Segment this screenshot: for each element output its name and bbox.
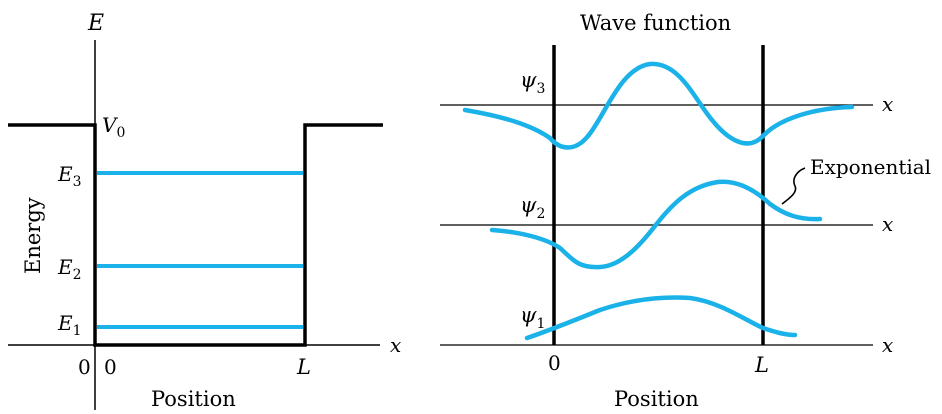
- psi1-label: ψ1: [520, 303, 545, 332]
- energy-diagram: E x V0 E3 E2 E1 0 0 L Position Energy: [8, 11, 401, 411]
- wavefunction-title: Wave function: [580, 11, 731, 35]
- well-width-label-left: L: [296, 355, 311, 379]
- exponential-pointer: [781, 167, 806, 205]
- level-label-e1: E1: [57, 311, 82, 339]
- origin-label-right: 0: [104, 355, 117, 379]
- level-label-e2: E2: [57, 255, 82, 283]
- wavefunction-psi3: [462, 61, 855, 150]
- exponential-annotation: Exponential: [810, 155, 931, 179]
- x-label-psi3: x: [882, 92, 893, 116]
- wavefunction-psi2: [489, 179, 823, 270]
- left-position-label: Position: [151, 387, 236, 411]
- well-width-label-right: L: [754, 353, 769, 377]
- wavefunction-psi1: [524, 295, 798, 341]
- x-label-psi2: x: [882, 212, 893, 236]
- level-label-e3: E3: [57, 162, 82, 190]
- right-origin-label: 0: [548, 351, 561, 375]
- origin-label-left: 0: [78, 355, 91, 379]
- wavefunction-diagram: Wave function x x x ψ3 ψ2 ψ1 Exponential…: [440, 11, 931, 411]
- energy-ylabel: Energy: [21, 197, 45, 274]
- energy-axis-label: E: [87, 11, 104, 36]
- psi2-label: ψ2: [520, 193, 545, 222]
- x-label-psi1: x: [882, 333, 893, 357]
- v0-label: V0: [102, 113, 125, 141]
- potential-well: [8, 123, 383, 347]
- right-position-label: Position: [614, 387, 699, 411]
- left-x-axis-label: x: [390, 333, 401, 357]
- psi3-label: ψ3: [520, 68, 545, 97]
